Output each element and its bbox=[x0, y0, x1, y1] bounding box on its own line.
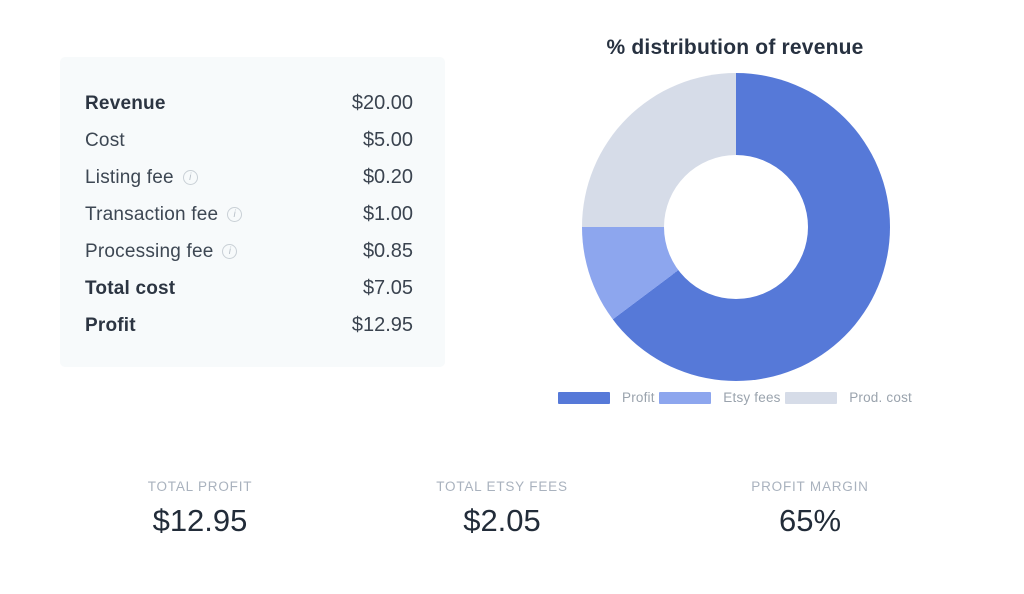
stat-label: PROFIT MARGIN bbox=[751, 479, 869, 494]
stat-value: $2.05 bbox=[463, 503, 541, 538]
row-value: $12.95 bbox=[351, 314, 413, 336]
stat-profit-margin: PROFIT MARGIN 65% bbox=[685, 479, 935, 539]
row-value: $1.00 bbox=[362, 203, 413, 225]
stat-label: TOTAL PROFIT bbox=[147, 479, 253, 494]
legend-label: Profit bbox=[622, 390, 655, 405]
legend-label: Etsy fees bbox=[723, 390, 781, 405]
cost-breakdown-panel: Revenue $20.00 Cost $5.00 Listing fee i … bbox=[60, 57, 445, 367]
chart-legend: Profit Etsy fees Prod. cost bbox=[558, 390, 912, 405]
donut-hole bbox=[664, 155, 808, 299]
row-label: Processing fee bbox=[85, 240, 214, 262]
row-value: $0.85 bbox=[362, 240, 413, 262]
chart-title: % distribution of revenue bbox=[606, 36, 864, 59]
row-label: Profit bbox=[85, 314, 136, 336]
legend-item-profit: Profit bbox=[558, 390, 655, 405]
legend-swatch-profit bbox=[558, 391, 610, 404]
stat-total-etsy-fees: TOTAL ETSY FEES $2.05 bbox=[377, 479, 627, 539]
row-label: Total cost bbox=[85, 277, 176, 299]
donut-chart[interactable] bbox=[582, 73, 890, 381]
row-value: $7.05 bbox=[362, 277, 413, 299]
table-row-revenue: Revenue $20.00 bbox=[60, 85, 445, 122]
legend-swatch-prod-cost bbox=[785, 391, 838, 404]
table-row-profit: Profit $12.95 bbox=[60, 307, 445, 344]
stat-value: 65% bbox=[778, 503, 842, 538]
table-row-transaction-fee: Transaction fee i $1.00 bbox=[60, 196, 445, 233]
row-label: Transaction fee bbox=[85, 203, 219, 225]
row-label: Revenue bbox=[85, 92, 166, 114]
table-row-listing-fee: Listing fee i $0.20 bbox=[60, 159, 445, 196]
info-icon[interactable]: i bbox=[222, 244, 238, 259]
info-icon[interactable]: i bbox=[182, 170, 198, 185]
row-label: Cost bbox=[85, 129, 125, 151]
row-value: $5.00 bbox=[362, 129, 413, 151]
legend-label: Prod. cost bbox=[849, 390, 912, 405]
stat-value: $12.95 bbox=[152, 503, 248, 538]
row-value: $0.20 bbox=[362, 166, 413, 188]
table-row-processing-fee: Processing fee i $0.85 bbox=[60, 233, 445, 270]
stat-label: TOTAL ETSY FEES bbox=[436, 479, 568, 494]
legend-swatch-etsy-fees bbox=[659, 391, 712, 404]
row-value: $20.00 bbox=[351, 92, 413, 114]
row-label: Listing fee bbox=[85, 166, 174, 188]
info-icon[interactable]: i bbox=[227, 207, 243, 222]
stat-total-profit: TOTAL PROFIT $12.95 bbox=[75, 479, 325, 539]
legend-item-etsy-fees: Etsy fees bbox=[659, 390, 780, 405]
table-row-total-cost: Total cost $7.05 bbox=[60, 270, 445, 307]
table-row-cost: Cost $5.00 bbox=[60, 122, 445, 159]
legend-item-prod-cost: Prod. cost bbox=[785, 390, 912, 405]
